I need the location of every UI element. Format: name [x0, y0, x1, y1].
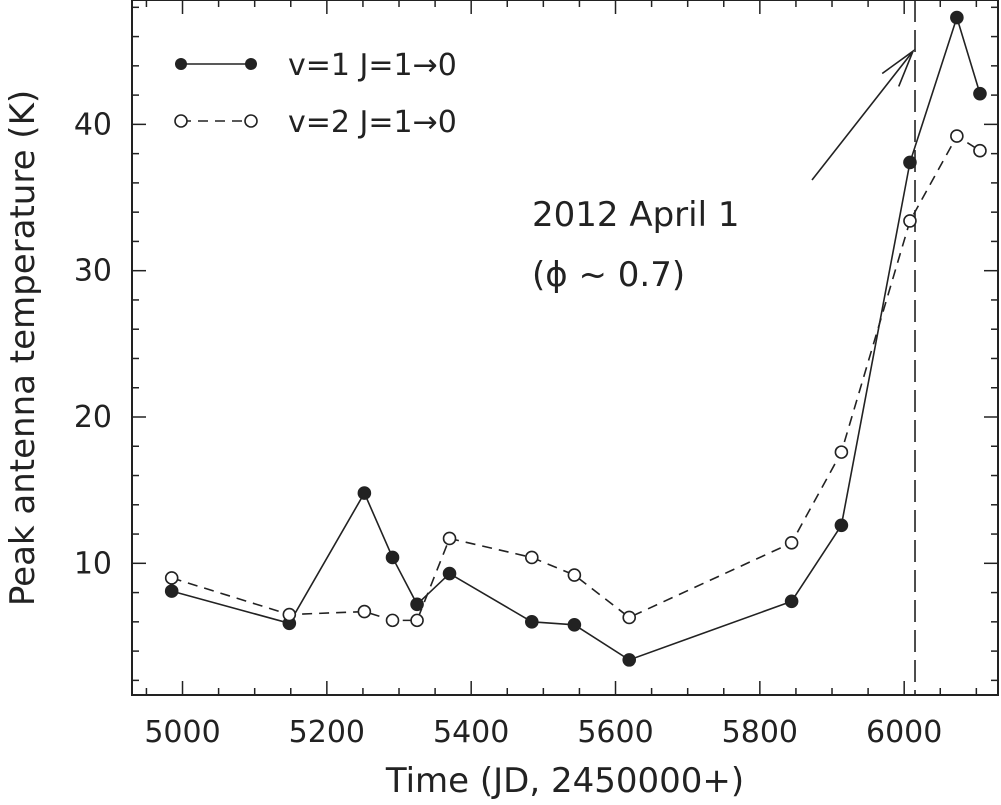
- annotation-line-2: (ϕ ~ 0.7): [532, 255, 685, 295]
- x-tick-label: 5400: [433, 715, 509, 750]
- series-2-point: [973, 143, 987, 158]
- y-tick-label: 20: [74, 400, 112, 435]
- series-1-point: [442, 566, 457, 581]
- axis-ticks: [132, 0, 998, 695]
- series-1-point: [385, 550, 400, 565]
- series-1-point: [834, 518, 849, 533]
- series-2-point: [525, 550, 539, 565]
- x-tick-label: 5000: [144, 715, 220, 750]
- legend-marker-series-2-left: [174, 114, 188, 128]
- x-axis-title: Time (JD, 2450000+): [385, 761, 744, 801]
- legend-label-series-2: v=2 J=1→0: [288, 105, 457, 140]
- series-2-point: [622, 610, 637, 625]
- series-2-point: [164, 571, 179, 585]
- series-2-point: [385, 613, 400, 628]
- series-2-point: [357, 604, 372, 619]
- series-1-point: [357, 486, 372, 500]
- x-tick-label: 6000: [866, 715, 942, 750]
- series-2-point: [442, 531, 457, 546]
- series-1-point: [903, 155, 917, 170]
- axis-tick-labels: 5000 5200 5400 5600 5800 6000 10 20 30 40: [74, 107, 943, 750]
- series-1-point: [410, 597, 424, 612]
- annotation-arrowhead: [881, 48, 915, 87]
- series-2-point: [567, 568, 582, 582]
- series-1-point: [622, 653, 637, 667]
- series-1-point: [950, 10, 964, 25]
- series-2-point: [903, 214, 917, 228]
- series-1-point: [525, 615, 539, 629]
- legend-marker-series-1-right: [245, 58, 257, 70]
- annotation: 2012 April 1 (ϕ ~ 0.7): [532, 48, 915, 295]
- series-2-point: [834, 445, 849, 459]
- series-layer: [164, 10, 987, 667]
- series-2-point: [950, 129, 964, 143]
- x-tick-label: 5800: [722, 715, 798, 750]
- legend-marker-series-2-right: [244, 114, 258, 128]
- y-tick-label: 40: [74, 107, 112, 142]
- plot-frame: [131, 0, 999, 696]
- y-axis-title: Peak antenna temperature (K): [3, 90, 43, 606]
- series-1-point: [784, 594, 799, 609]
- legend-label-series-1: v=1 J=1→0: [288, 48, 457, 83]
- legend: v=1 J=1→0 v=2 J=1→0: [174, 48, 457, 140]
- annotation-line-1: 2012 April 1: [532, 195, 740, 235]
- y-tick-label: 10: [74, 546, 112, 581]
- series-2-line: [171, 134, 981, 622]
- series-1-line: [171, 14, 981, 661]
- series-2-point: [282, 607, 297, 622]
- annotation-arrow: [811, 50, 914, 181]
- series-1-point: [973, 86, 987, 101]
- legend-marker-series-1-left: [175, 58, 187, 70]
- x-tick-label: 5200: [289, 715, 365, 750]
- series-1-point: [164, 584, 179, 598]
- x-tick-label: 5600: [577, 715, 653, 750]
- series-2-point: [784, 536, 799, 550]
- series-1-point: [567, 617, 582, 632]
- y-tick-label: 30: [74, 254, 112, 289]
- series-2-point: [410, 613, 424, 628]
